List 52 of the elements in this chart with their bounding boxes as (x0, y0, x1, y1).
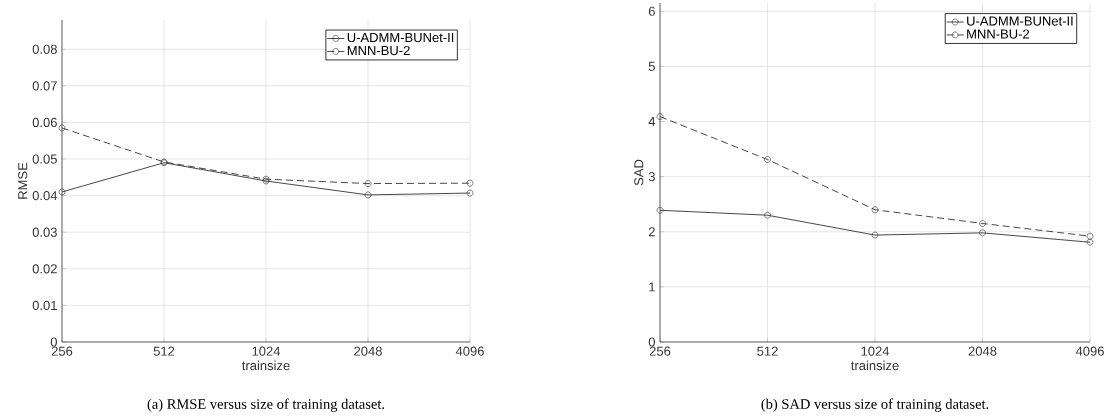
legend-label: MNN-BU-2 (967, 29, 1030, 39)
y-tick-label: 0.08 (32, 44, 57, 54)
y-tick-label: 0.02 (32, 264, 57, 274)
point (656, 113, 664, 120)
x-tick-label: 512 (153, 346, 175, 356)
x-tick-label: 1024 (252, 346, 281, 356)
point (364, 180, 372, 187)
x-tick-label: 4096 (455, 346, 484, 356)
y-axis-title: RMSE (18, 162, 28, 199)
x-axis-title: trainsize (851, 360, 899, 371)
y-tick-label: 0.06 (32, 117, 57, 128)
x-tick-label: 512 (757, 346, 778, 356)
y-tick-label: 0.04 (32, 191, 58, 201)
point (58, 124, 66, 132)
y-axis-title: SAD (634, 159, 644, 186)
point (1086, 238, 1094, 246)
x-tick-label: 4096 (1075, 346, 1104, 356)
point (871, 206, 879, 214)
point (764, 211, 771, 219)
point (466, 179, 474, 187)
point (364, 191, 372, 199)
x-tick-label: 2048 (354, 346, 382, 356)
legend-label: U-ADMM-BUNet-II (347, 33, 454, 43)
text: (b) SAD versus size of training dataset. (761, 398, 989, 412)
y-tick-label: 6 (648, 6, 655, 16)
y-tick-label: 0.05 (32, 154, 57, 164)
point (466, 189, 474, 197)
legend-label: U-ADMM-BUNet-II (967, 16, 1073, 26)
point (58, 188, 66, 196)
point (871, 231, 879, 239)
x-axis-title: trainsize (242, 360, 290, 371)
point (764, 156, 771, 163)
point (1086, 232, 1094, 240)
y-tick-label: 5 (648, 61, 655, 71)
y-tick-label: 0 (648, 337, 655, 347)
y-tick-label: 1 (649, 282, 655, 292)
x-tick-label: 256 (51, 346, 73, 356)
point (656, 206, 664, 214)
y-tick-label: 4 (648, 117, 656, 126)
y-tick-label: 0 (50, 337, 57, 347)
legend-label: MNN-BU-2 (347, 45, 410, 56)
y-tick-label: 3 (648, 172, 655, 182)
point (979, 229, 986, 237)
x-tick-label: 1024 (861, 346, 890, 356)
point (979, 220, 986, 227)
y-tick-label: 0.07 (32, 81, 57, 91)
x-tick-label: 2048 (968, 346, 997, 356)
x-tick-label: 256 (649, 346, 671, 356)
text: (a) RMSE versus size of training dataset. (147, 398, 385, 412)
y-tick-label: 0.01 (32, 300, 57, 311)
y-tick-label: 0.03 (32, 227, 57, 237)
y-tick-label: 2 (648, 227, 655, 237)
